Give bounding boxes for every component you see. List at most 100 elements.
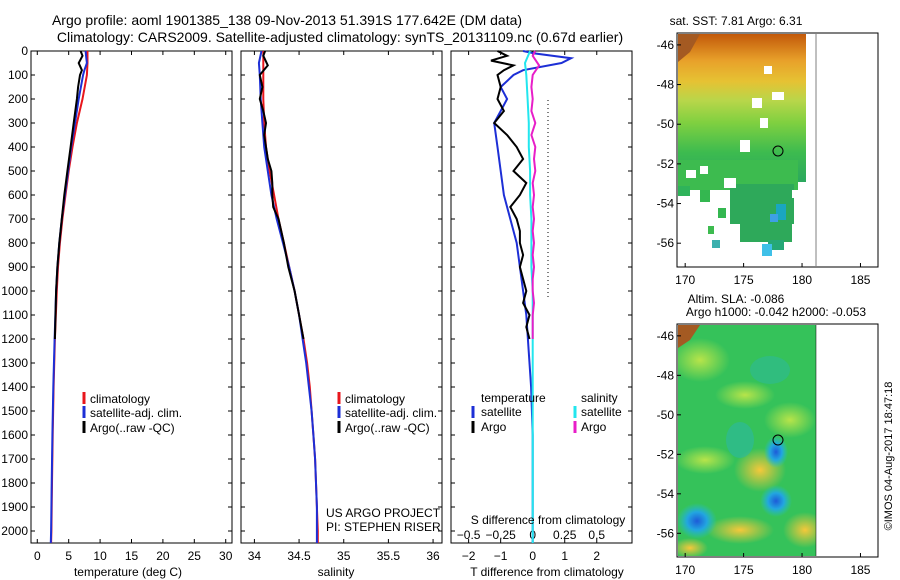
y-tick-label: -50 xyxy=(657,408,675,422)
x-tick-label: 35 xyxy=(337,549,351,563)
x-tick-label: 20 xyxy=(156,549,170,563)
project-label: US ARGO PROJECT xyxy=(326,506,441,520)
climatology-line xyxy=(262,51,319,543)
y-tick-label: -52 xyxy=(657,447,675,461)
satellite-line xyxy=(257,50,318,543)
x-tick-label: 0 xyxy=(529,549,536,563)
s-tick-label: 0.25 xyxy=(553,528,577,542)
s-tick-label: −0.25 xyxy=(485,528,516,542)
y-tick-label: -48 xyxy=(657,368,675,382)
legend-climatology: climatology xyxy=(90,392,150,406)
y-tick-label: 100 xyxy=(8,68,28,82)
legend-temperature-heading: temperature xyxy=(481,391,546,405)
legend-t-satellite: satellite xyxy=(481,405,522,419)
x-tick-label: 170 xyxy=(675,563,695,577)
y-tick-label: -46 xyxy=(657,329,675,343)
s-argo-line xyxy=(530,50,541,339)
t-satellite-line xyxy=(493,50,575,543)
legend-argo: Argo(..raw -QC) xyxy=(345,421,430,435)
salinity-legend: climatology satellite-adj. clim. Argo(..… xyxy=(337,392,437,435)
y-tick-label: -56 xyxy=(657,526,675,540)
temperature-legend: climatology satellite-adj. clim. Argo(..… xyxy=(82,392,182,435)
x-tick-label: 185 xyxy=(850,563,870,577)
y-tick-label: 1400 xyxy=(1,380,28,394)
legend-salinity-heading: salinity xyxy=(581,391,618,405)
y-tick-label: 800 xyxy=(8,236,28,250)
difference-axes: −2 −1 0 1 2−0.5 −0.25 0 0.25 0.5 xyxy=(451,50,632,563)
legend-s-argo: Argo xyxy=(581,420,607,434)
x-tick-label: 1 xyxy=(561,549,568,563)
y-tick-label: 1700 xyxy=(1,452,28,466)
sla-map-subtitle: Argo h1000: -0.042 h2000: -0.053 xyxy=(686,305,866,319)
credit-label: ©IMOS 04-Aug-2017 18:47:18 xyxy=(883,382,895,531)
y-tick-label: -56 xyxy=(657,236,675,250)
figure-title: Argo profile: aoml 1901385_138 09-Nov-20… xyxy=(52,12,522,28)
s-tick-label: −0.5 xyxy=(457,528,481,542)
x-tick-label: 2 xyxy=(593,549,600,563)
sla-map xyxy=(676,323,879,558)
x-tick-label: 34.5 xyxy=(287,549,311,563)
x-tick-label: 175 xyxy=(734,563,754,577)
salinity-series xyxy=(257,50,319,543)
x-tick-label: 30 xyxy=(219,549,233,563)
legend-s-satellite: satellite xyxy=(581,405,622,419)
argo-line xyxy=(53,50,84,340)
y-tick-label: 1600 xyxy=(1,428,28,442)
x-tick-label: 10 xyxy=(93,549,107,563)
difference-top-label: S difference from climatology xyxy=(471,513,626,527)
y-tick-label: 900 xyxy=(8,260,28,274)
x-tick-label: 170 xyxy=(675,273,695,287)
difference-panel xyxy=(450,50,633,544)
y-tick-label: 600 xyxy=(8,188,28,202)
difference-series xyxy=(490,50,575,543)
sla-map-axes: 170 175 180 185 -46 -48 -50 -52 -54 -56 xyxy=(657,329,871,577)
y-tick-label: 400 xyxy=(8,140,28,154)
argo-location-marker xyxy=(772,145,784,157)
x-tick-label: 15 xyxy=(125,549,139,563)
x-tick-label: 180 xyxy=(792,563,812,577)
sla-map-title: Altim. SLA: -0.086 xyxy=(688,292,785,306)
y-tick-label: -54 xyxy=(657,487,675,501)
y-tick-label: 0 xyxy=(21,44,28,58)
y-tick-label: 700 xyxy=(8,212,28,226)
sst-map xyxy=(676,32,879,268)
salinity-panel xyxy=(240,50,443,544)
y-tick-label: -54 xyxy=(657,197,675,211)
y-tick-label: 1900 xyxy=(1,500,28,514)
x-tick-label: 5 xyxy=(65,549,72,563)
y-tick-label: 200 xyxy=(8,92,28,106)
y-tick-label: -46 xyxy=(657,38,675,52)
y-tick-label: 300 xyxy=(8,116,28,130)
salinity-axes: 34 34.5 35 35.5 36 xyxy=(241,50,442,563)
sst-map-title: sat. SST: 7.81 Argo: 6.31 xyxy=(670,14,803,28)
temperature-xlabel: temperature (deg C) xyxy=(74,565,182,579)
temperature-series xyxy=(49,50,89,544)
salinity-xlabel: salinity xyxy=(318,565,355,579)
y-tick-label: -50 xyxy=(657,117,675,131)
y-tick-label: 1200 xyxy=(1,332,28,346)
figure-subtitle: Climatology: CARS2009. Satellite-adjuste… xyxy=(57,29,623,45)
argo-line xyxy=(258,50,305,340)
x-tick-label: 175 xyxy=(734,273,754,287)
x-tick-label: 34 xyxy=(248,549,262,563)
x-tick-label: −1 xyxy=(494,549,508,563)
legend-t-argo: Argo xyxy=(481,420,507,434)
x-tick-label: 35.5 xyxy=(377,549,401,563)
y-tick-label: -52 xyxy=(657,157,675,171)
y-tick-label: 500 xyxy=(8,164,28,178)
temperature-panel xyxy=(30,50,233,544)
temperature-axes: 0 5 10 15 20 25 300100200300400500600700800900… xyxy=(1,44,232,563)
legend-satellite: satellite-adj. clim. xyxy=(90,406,182,420)
argo-location-marker xyxy=(772,434,784,446)
legend-climatology: climatology xyxy=(345,392,405,406)
x-tick-label: 180 xyxy=(792,273,812,287)
legend-argo: Argo(..raw -QC) xyxy=(90,421,175,435)
y-tick-label: 1500 xyxy=(1,404,28,418)
legend-satellite: satellite-adj. clim. xyxy=(345,406,437,420)
x-tick-label: 25 xyxy=(188,549,202,563)
y-tick-label: 2000 xyxy=(1,524,28,538)
x-tick-label: −2 xyxy=(462,549,476,563)
x-tick-label: 185 xyxy=(850,273,870,287)
x-tick-label: 36 xyxy=(426,549,440,563)
